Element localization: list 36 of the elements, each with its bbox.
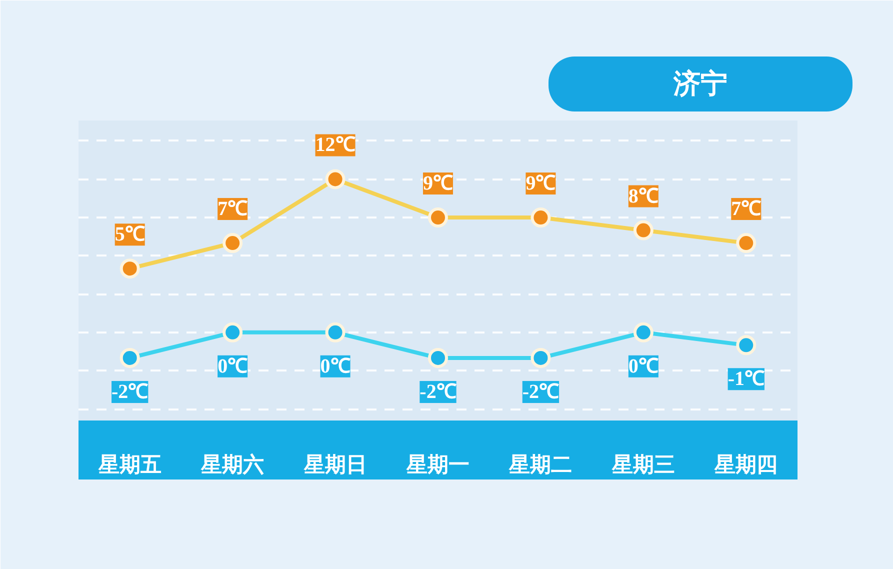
data-label: -2℃ [522, 380, 560, 403]
data-label: -1℃ [728, 368, 764, 390]
data-label: 9℃ [423, 172, 453, 195]
x-tick-label: 星期二 [508, 452, 572, 476]
data-label: 12℃ [315, 134, 356, 156]
point [120, 348, 140, 368]
point [736, 233, 756, 254]
x-tick-label: 星期日 [302, 452, 367, 476]
point [325, 169, 346, 190]
point [428, 208, 448, 228]
x-tick-label: 星期三 [610, 452, 675, 476]
point [428, 348, 448, 368]
data-label: -2℃ [112, 380, 148, 403]
point [325, 322, 346, 342]
data-label: 7℃ [218, 198, 248, 220]
x-tick-label: 星期四 [714, 452, 778, 476]
point [530, 208, 551, 228]
data-label: 5℃ [114, 224, 145, 246]
data-label: 8℃ [628, 185, 658, 208]
point [736, 335, 756, 356]
point [633, 322, 654, 342]
data-label: 0℃ [320, 355, 350, 378]
x-tick-label: 星期五 [97, 452, 162, 476]
data-label: 9℃ [526, 172, 556, 195]
x-tick-label: 星期六 [200, 452, 264, 476]
data-label: 0℃ [218, 355, 248, 378]
chart-title: 济宁 [672, 68, 728, 100]
x-tick-label: 星期一 [406, 452, 470, 476]
data-label: 0℃ [628, 355, 658, 378]
point [633, 220, 654, 240]
data-label: 7℃ [731, 198, 762, 220]
point [120, 258, 140, 279]
data-label: -2℃ [420, 380, 456, 403]
point [222, 233, 243, 254]
point [530, 348, 551, 368]
point [222, 322, 243, 342]
